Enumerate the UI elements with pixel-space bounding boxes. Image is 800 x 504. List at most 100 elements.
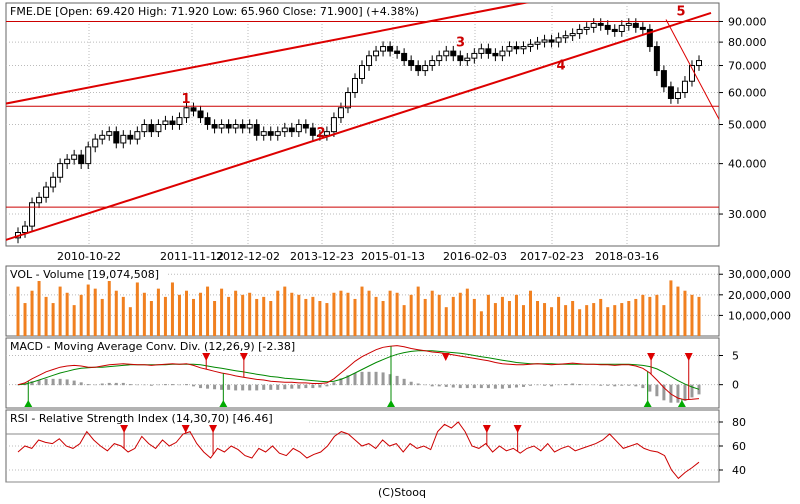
macd-hist-bar-29 [220,384,224,390]
candle-body-80 [576,28,583,35]
candle-body-14 [113,131,120,144]
volume-bar-62 [451,296,455,336]
wave-label-1: 1 [181,92,190,107]
price-xtick-label-4: 2015-01-13 [361,250,425,263]
macd-hist-bar-2 [30,381,34,386]
macd-hist-bar-91 [655,384,659,397]
candle-body-28 [211,124,218,129]
volume-bar-1 [23,303,27,336]
rsi-panel: 40 60 80 RSI - Relative Strength Index (14… [5,409,746,483]
macd-hist-bar-8 [72,380,76,386]
candle-body-70 [506,46,513,52]
volume-bar-85 [613,305,617,336]
candle-body-37 [274,131,281,136]
volume-y-ticks: 10,000,000 20,000,000 30,000,000 [719,268,791,322]
volume-bar-75 [543,303,547,336]
candle-body-69 [499,50,506,57]
macd-hist-bar-14 [114,382,118,386]
trend-line-1 [6,11,712,241]
macd-hist-bar-24 [184,384,188,386]
candle-body-21 [162,120,169,125]
volume-bar-39 [290,292,294,336]
macd-hist-bar-15 [121,382,125,386]
volume-bar-78 [564,305,568,336]
candle-body-90 [646,28,653,48]
macd-hist-bar-66 [479,384,483,389]
price-ytick-label-3: 60.000 [728,87,767,100]
volume-bar-31 [234,290,238,336]
volume-bar-55 [402,305,406,336]
volume-bar-64 [465,288,469,336]
volume-bar-8 [72,305,76,336]
candle-body-73 [527,43,534,48]
macd-hist-bar-49 [360,371,364,386]
volume-bar-97 [697,296,701,336]
candle-body-85 [611,28,618,32]
volume-bar-26 [199,292,203,336]
macd-hist-bar-26 [199,384,203,389]
candle-body-9 [78,154,85,165]
macd-hist-bar-67 [486,384,490,389]
volume-bar-95 [683,290,687,336]
rsi-ytick-label-2: 80 [732,416,746,429]
candle-body-53 [387,46,394,52]
macd-hist-bar-33 [248,384,252,391]
volume-bar-14 [114,290,118,336]
candle-body-48 [351,78,358,94]
volume-bar-80 [578,309,582,336]
candle-body-42 [309,127,316,136]
macd-hist-bar-11 [93,384,97,386]
rsi-line [17,421,700,480]
macd-y-ticks: 05 [719,350,739,392]
volume-bar-52 [381,301,385,336]
macd-hist-bar-5 [51,378,55,386]
volume-bar-10 [86,284,90,336]
volume-bar-59 [430,290,434,336]
candle-body-30 [225,124,232,129]
macd-hist-bar-78 [564,384,568,386]
candle-body-6 [57,163,64,178]
candle-body-65 [471,52,478,59]
macd-title: MACD - Moving Average Conv. Div. (12,26,… [10,340,295,353]
candle-body-54 [394,50,401,54]
volume-bar-74 [536,301,540,336]
trend-line-0 [6,3,530,105]
volume-bars [16,270,701,336]
volume-bar-96 [690,294,694,336]
price-candles [15,18,702,244]
volume-bar-11 [93,288,97,336]
volume-bar-86 [620,303,624,336]
candle-body-97 [696,60,702,67]
volume-bar-83 [599,298,603,336]
macd-hist-bar-57 [416,383,420,386]
macd-hist-bar-39 [290,384,294,389]
volume-bar-94 [676,286,680,336]
macd-hist-bar-34 [255,384,259,391]
macd-hist-bar-10 [86,384,90,386]
volume-bar-73 [529,290,533,336]
macd-hist-bar-79 [571,383,575,386]
candle-body-25 [190,107,197,112]
trend-line-2 [665,19,719,121]
macd-title-bg [7,339,307,353]
candle-body-46 [337,107,344,119]
volume-bar-6 [58,286,62,336]
candle-body-81 [583,26,590,30]
price-annotation-lines [6,3,719,241]
volume-bar-90 [648,296,652,336]
candle-body-61 [443,50,450,57]
macd-hist-bar-53 [388,374,392,386]
volume-bar-37 [276,290,280,336]
macd-hist-bar-30 [227,384,231,390]
volume-bar-44 [325,303,329,336]
macd-hist-bar-37 [276,384,280,390]
price-xtick-label-1: 2011-11-12 [160,250,224,263]
macd-hist-bar-86 [620,384,624,386]
candle-body-35 [260,131,267,136]
volume-bar-30 [227,296,231,336]
volume-bar-27 [206,286,210,336]
candle-body-84 [604,24,611,30]
macd-hist-bar-21 [163,384,167,386]
candle-body-18 [141,124,148,133]
